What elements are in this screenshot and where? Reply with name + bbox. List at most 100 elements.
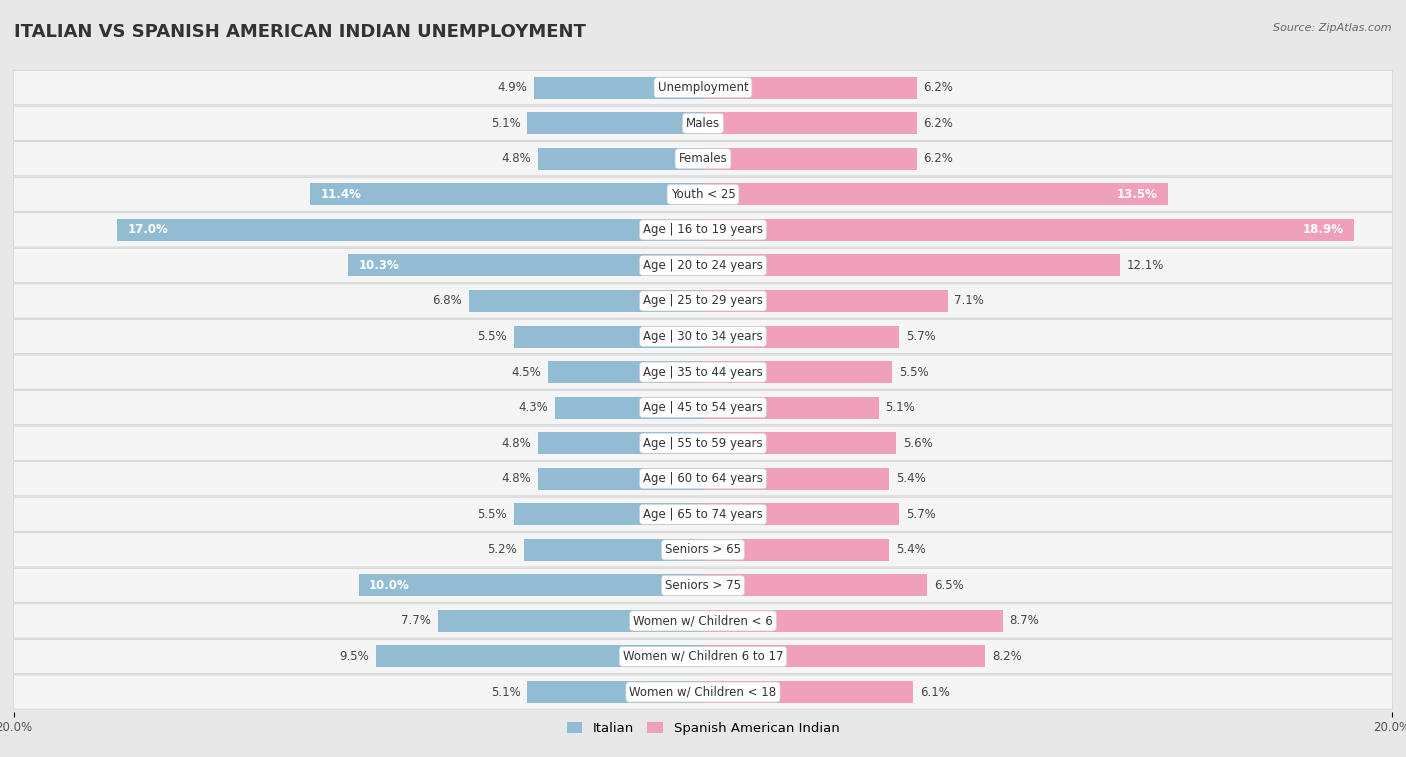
Bar bbox=[703, 76, 917, 98]
Bar bbox=[117, 219, 703, 241]
Bar bbox=[375, 646, 703, 668]
Text: 5.1%: 5.1% bbox=[886, 401, 915, 414]
Bar bbox=[468, 290, 703, 312]
Text: 4.9%: 4.9% bbox=[498, 81, 527, 94]
Text: 8.2%: 8.2% bbox=[993, 650, 1022, 663]
Text: 6.1%: 6.1% bbox=[920, 686, 950, 699]
Text: Seniors > 65: Seniors > 65 bbox=[665, 544, 741, 556]
FancyBboxPatch shape bbox=[14, 604, 1392, 638]
FancyBboxPatch shape bbox=[14, 426, 1392, 460]
Bar bbox=[527, 681, 703, 703]
Bar bbox=[703, 539, 889, 561]
Text: Youth < 25: Youth < 25 bbox=[671, 188, 735, 201]
Bar bbox=[703, 148, 917, 170]
Text: 5.5%: 5.5% bbox=[477, 508, 506, 521]
Text: Age | 25 to 29 years: Age | 25 to 29 years bbox=[643, 294, 763, 307]
Text: 6.2%: 6.2% bbox=[924, 81, 953, 94]
Bar bbox=[703, 610, 1002, 632]
Bar bbox=[703, 219, 1354, 241]
Text: 5.5%: 5.5% bbox=[900, 366, 929, 378]
Bar bbox=[437, 610, 703, 632]
Text: 5.1%: 5.1% bbox=[491, 117, 520, 129]
Bar bbox=[537, 148, 703, 170]
Text: 6.2%: 6.2% bbox=[924, 117, 953, 129]
Bar bbox=[703, 646, 986, 668]
Bar bbox=[703, 326, 900, 347]
Text: 6.5%: 6.5% bbox=[934, 579, 963, 592]
Bar bbox=[527, 112, 703, 134]
FancyBboxPatch shape bbox=[14, 106, 1392, 140]
Text: 17.0%: 17.0% bbox=[128, 223, 169, 236]
Text: 5.7%: 5.7% bbox=[907, 330, 936, 343]
Text: Age | 30 to 34 years: Age | 30 to 34 years bbox=[643, 330, 763, 343]
Text: 4.8%: 4.8% bbox=[501, 472, 531, 485]
Text: ITALIAN VS SPANISH AMERICAN INDIAN UNEMPLOYMENT: ITALIAN VS SPANISH AMERICAN INDIAN UNEMP… bbox=[14, 23, 586, 41]
FancyBboxPatch shape bbox=[14, 319, 1392, 354]
Text: Females: Females bbox=[679, 152, 727, 165]
Text: 5.1%: 5.1% bbox=[491, 686, 520, 699]
Legend: Italian, Spanish American Indian: Italian, Spanish American Indian bbox=[561, 717, 845, 740]
Text: Unemployment: Unemployment bbox=[658, 81, 748, 94]
Bar bbox=[548, 361, 703, 383]
FancyBboxPatch shape bbox=[14, 462, 1392, 496]
FancyBboxPatch shape bbox=[14, 284, 1392, 318]
Text: Age | 35 to 44 years: Age | 35 to 44 years bbox=[643, 366, 763, 378]
Text: 4.3%: 4.3% bbox=[519, 401, 548, 414]
FancyBboxPatch shape bbox=[14, 355, 1392, 389]
Bar bbox=[349, 254, 703, 276]
FancyBboxPatch shape bbox=[14, 248, 1392, 282]
Text: Women w/ Children < 18: Women w/ Children < 18 bbox=[630, 686, 776, 699]
Bar bbox=[703, 432, 896, 454]
Bar bbox=[359, 575, 703, 597]
Text: Women w/ Children 6 to 17: Women w/ Children 6 to 17 bbox=[623, 650, 783, 663]
FancyBboxPatch shape bbox=[14, 569, 1392, 603]
Text: 9.5%: 9.5% bbox=[339, 650, 368, 663]
Text: Age | 60 to 64 years: Age | 60 to 64 years bbox=[643, 472, 763, 485]
Bar bbox=[703, 468, 889, 490]
Bar bbox=[703, 681, 912, 703]
Bar bbox=[703, 290, 948, 312]
Bar bbox=[555, 397, 703, 419]
Text: Seniors > 75: Seniors > 75 bbox=[665, 579, 741, 592]
FancyBboxPatch shape bbox=[14, 675, 1392, 709]
Bar bbox=[703, 183, 1168, 205]
Text: Males: Males bbox=[686, 117, 720, 129]
Bar bbox=[524, 539, 703, 561]
Text: 6.2%: 6.2% bbox=[924, 152, 953, 165]
Text: 5.6%: 5.6% bbox=[903, 437, 932, 450]
Bar bbox=[703, 361, 893, 383]
Text: 5.2%: 5.2% bbox=[488, 544, 517, 556]
Text: 10.0%: 10.0% bbox=[368, 579, 409, 592]
Text: 4.8%: 4.8% bbox=[501, 437, 531, 450]
Text: 6.8%: 6.8% bbox=[432, 294, 461, 307]
Text: 4.5%: 4.5% bbox=[512, 366, 541, 378]
Text: 11.4%: 11.4% bbox=[321, 188, 361, 201]
Text: 5.4%: 5.4% bbox=[896, 544, 925, 556]
Text: 7.1%: 7.1% bbox=[955, 294, 984, 307]
FancyBboxPatch shape bbox=[14, 497, 1392, 531]
FancyBboxPatch shape bbox=[14, 533, 1392, 567]
FancyBboxPatch shape bbox=[14, 70, 1392, 104]
Text: 10.3%: 10.3% bbox=[359, 259, 399, 272]
Text: Age | 65 to 74 years: Age | 65 to 74 years bbox=[643, 508, 763, 521]
Text: Age | 55 to 59 years: Age | 55 to 59 years bbox=[643, 437, 763, 450]
FancyBboxPatch shape bbox=[14, 213, 1392, 247]
Bar bbox=[703, 397, 879, 419]
Bar bbox=[534, 76, 703, 98]
Text: Age | 20 to 24 years: Age | 20 to 24 years bbox=[643, 259, 763, 272]
Text: 5.7%: 5.7% bbox=[907, 508, 936, 521]
Bar bbox=[513, 503, 703, 525]
Text: 8.7%: 8.7% bbox=[1010, 615, 1039, 628]
Text: 12.1%: 12.1% bbox=[1126, 259, 1164, 272]
Text: 4.8%: 4.8% bbox=[501, 152, 531, 165]
Bar bbox=[703, 112, 917, 134]
Text: Source: ZipAtlas.com: Source: ZipAtlas.com bbox=[1274, 23, 1392, 33]
Bar bbox=[703, 503, 900, 525]
Text: 13.5%: 13.5% bbox=[1116, 188, 1157, 201]
Text: Age | 16 to 19 years: Age | 16 to 19 years bbox=[643, 223, 763, 236]
Bar bbox=[703, 575, 927, 597]
Text: Women w/ Children < 6: Women w/ Children < 6 bbox=[633, 615, 773, 628]
Text: 18.9%: 18.9% bbox=[1303, 223, 1344, 236]
Bar bbox=[513, 326, 703, 347]
FancyBboxPatch shape bbox=[14, 177, 1392, 211]
